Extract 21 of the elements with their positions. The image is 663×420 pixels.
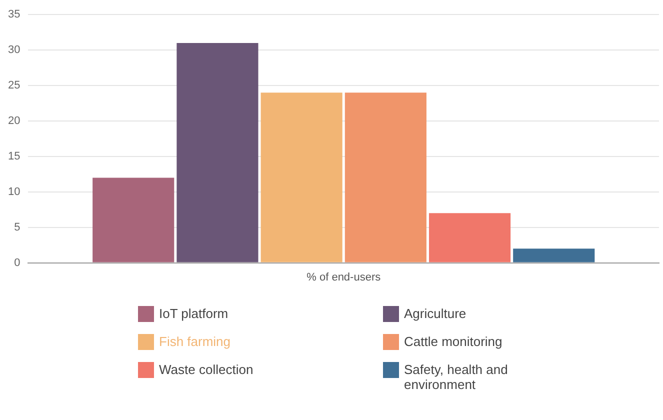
legend-label: Safety, health and environment <box>404 362 509 392</box>
legend-label: IoT platform <box>159 306 230 321</box>
y-tick-label: 5 <box>14 221 20 234</box>
bar <box>176 42 258 262</box>
bar <box>344 92 426 262</box>
legend-label: Waste collection <box>159 362 254 377</box>
y-tick-label: 0 <box>14 256 20 269</box>
y-tick-label: 15 <box>8 150 20 162</box>
y-tick-label: 30 <box>8 44 20 56</box>
legend-label: Agriculture <box>404 306 468 321</box>
bar <box>513 248 595 262</box>
bar <box>260 92 342 262</box>
bar <box>428 213 511 262</box>
y-tick-label: 35 <box>8 8 20 21</box>
legend-label: Fish farming <box>159 334 232 349</box>
y-tick-label: 20 <box>8 115 20 128</box>
y-tick-label: 25 <box>8 80 20 92</box>
y-tick-label: 10 <box>8 186 20 198</box>
x-tick-label: % of end-users <box>306 271 382 284</box>
bar <box>92 178 174 262</box>
legend-label: Cattle monitoring <box>404 334 504 349</box>
